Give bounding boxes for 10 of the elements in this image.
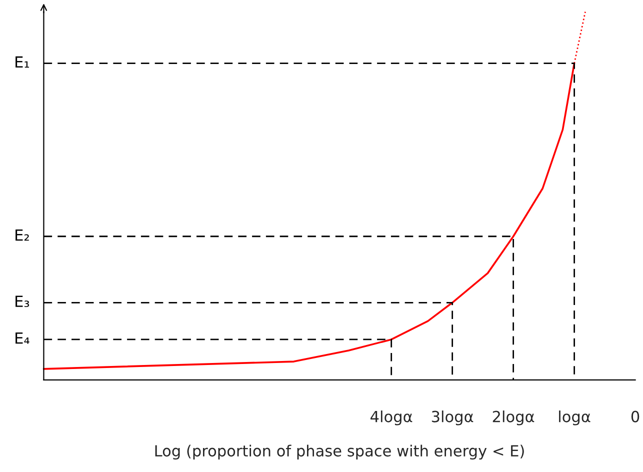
x-tick-label: 4logα <box>370 410 412 426</box>
series-label: E₄ <box>16 332 30 344</box>
x-tick-label: 0 <box>631 410 640 422</box>
x-tick-label: logα <box>559 410 590 426</box>
x-axis-title: Log (proportion of phase space with energy < E) <box>155 444 524 460</box>
series-label: E₂ <box>16 229 29 241</box>
series-label: E₁ <box>16 56 29 68</box>
series-label: E₃ <box>16 296 30 308</box>
x-tick-label: 3logα <box>432 410 474 426</box>
x-tick-label: 2logα <box>492 410 534 426</box>
